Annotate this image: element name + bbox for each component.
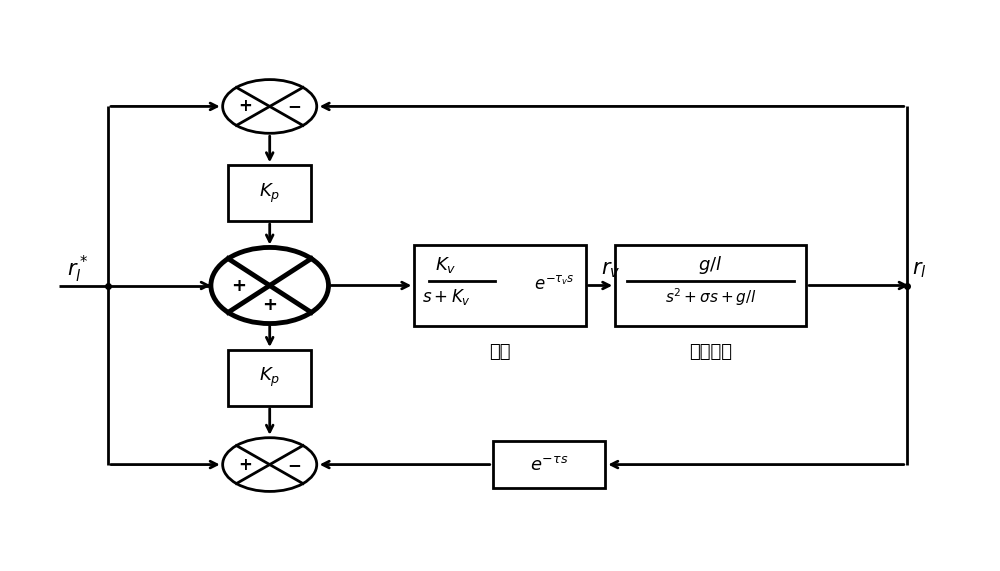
Text: −: − — [287, 98, 301, 115]
Text: $\boldsymbol{r_v}$: $\boldsymbol{r_v}$ — [601, 260, 620, 280]
Text: $g/l$: $g/l$ — [698, 254, 723, 276]
Text: $K_v$: $K_v$ — [435, 255, 457, 275]
Text: $\boldsymbol{r_l^*}$: $\boldsymbol{r_l^*}$ — [67, 254, 88, 286]
Text: +: + — [238, 456, 252, 473]
Bar — [228, 165, 311, 221]
Text: $s^2 + \sigma s + g/l$: $s^2 + \sigma s + g/l$ — [665, 286, 757, 308]
Bar — [228, 350, 311, 406]
Bar — [414, 245, 586, 326]
Text: +: + — [238, 98, 252, 115]
Text: $e^{-\tau_v s}$: $e^{-\tau_v s}$ — [534, 275, 574, 293]
Text: 悬吸过程: 悬吸过程 — [689, 343, 732, 361]
Text: 飞机: 飞机 — [489, 343, 511, 361]
Text: $K_p$: $K_p$ — [259, 366, 280, 389]
Text: +: + — [262, 296, 277, 314]
Text: $\boldsymbol{r_l}$: $\boldsymbol{r_l}$ — [912, 260, 927, 280]
Text: +: + — [232, 276, 247, 295]
Text: $e^{-\tau s}$: $e^{-\tau s}$ — [530, 456, 568, 473]
Text: $s + K_v$: $s + K_v$ — [422, 287, 471, 307]
Text: $K_p$: $K_p$ — [259, 182, 280, 205]
Text: −: − — [287, 456, 301, 473]
Bar — [493, 441, 605, 488]
Bar — [615, 245, 806, 326]
